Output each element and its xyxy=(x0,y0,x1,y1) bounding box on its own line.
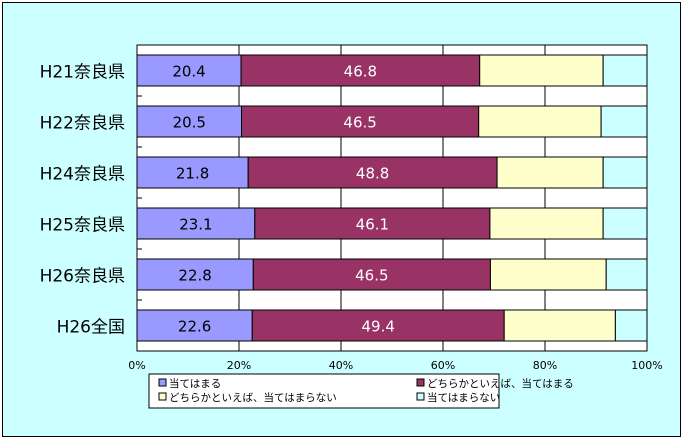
data-label: 22.8 xyxy=(178,267,211,285)
bar-segment xyxy=(602,54,648,87)
chart-frame: 20.4 46.8 H21奈良県 20.5 46.5 H22奈良県 21.8 48.8 H24奈… xyxy=(2,2,681,437)
bar-segment xyxy=(240,54,481,87)
data-label: 22.6 xyxy=(178,318,211,336)
legend-label: 当てはまらない xyxy=(427,391,500,404)
x-tick-label: 40% xyxy=(329,359,353,372)
legend-label: どちらかといえば、当てはまらない xyxy=(169,391,337,404)
x-tick-label: 0% xyxy=(128,359,145,372)
category-label: H22奈良県 xyxy=(40,114,125,134)
legend-swatch xyxy=(158,378,167,387)
legend-box xyxy=(148,373,500,409)
data-label: 48.8 xyxy=(356,165,389,183)
data-label: 46.5 xyxy=(343,114,376,132)
bar-segment xyxy=(254,207,491,240)
x-tick-label: 100% xyxy=(631,359,662,372)
category-label: H26全国 xyxy=(57,318,125,338)
x-tick-label: 20% xyxy=(227,359,251,372)
bar-segment xyxy=(478,105,602,138)
plot-area xyxy=(136,44,648,352)
bar-segment xyxy=(496,156,604,189)
bar-segment xyxy=(136,105,243,138)
x-tick-label: 80% xyxy=(533,359,557,372)
data-label: 46.5 xyxy=(355,267,388,285)
bar-segment xyxy=(479,54,604,87)
stacked-bar-chart: 20.4 46.8 H21奈良県 20.5 46.5 H22奈良県 21.8 48.8 H24奈… xyxy=(40,44,663,409)
legend-swatch xyxy=(158,392,167,401)
bar-segment xyxy=(600,105,648,138)
category-label: H21奈良県 xyxy=(40,63,125,83)
data-label: 49.4 xyxy=(362,318,395,336)
legend-label: どちらかといえば、当てはまる xyxy=(427,377,574,390)
bar-segment xyxy=(602,207,648,240)
bar-segment xyxy=(136,258,254,291)
bar-segment xyxy=(241,105,480,138)
bar-segment xyxy=(602,156,648,189)
category-label: H26奈良県 xyxy=(40,267,125,287)
data-label: 46.8 xyxy=(344,63,377,81)
data-label: 20.5 xyxy=(173,114,206,132)
bar-segment xyxy=(614,309,648,342)
category-label: H25奈良県 xyxy=(40,216,125,236)
data-label: 20.4 xyxy=(172,63,205,81)
bar-segment xyxy=(489,258,607,291)
x-tick-label: 60% xyxy=(431,359,455,372)
category-label: H24奈良県 xyxy=(40,165,125,185)
data-label: 23.1 xyxy=(179,216,212,234)
data-label: 46.1 xyxy=(356,216,389,234)
bar-segment xyxy=(136,207,256,240)
bar-segment xyxy=(503,309,616,342)
bar-segment xyxy=(489,207,604,240)
legend-swatch xyxy=(416,378,425,387)
bar-segment xyxy=(605,258,648,291)
bar-segment xyxy=(252,258,491,291)
bar-segment xyxy=(136,309,253,342)
legend-label: 当てはまる xyxy=(169,377,221,390)
bar-segment xyxy=(247,156,498,189)
legend-swatch xyxy=(416,392,425,401)
data-label: 21.8 xyxy=(176,165,209,183)
bar-segment xyxy=(136,156,249,189)
